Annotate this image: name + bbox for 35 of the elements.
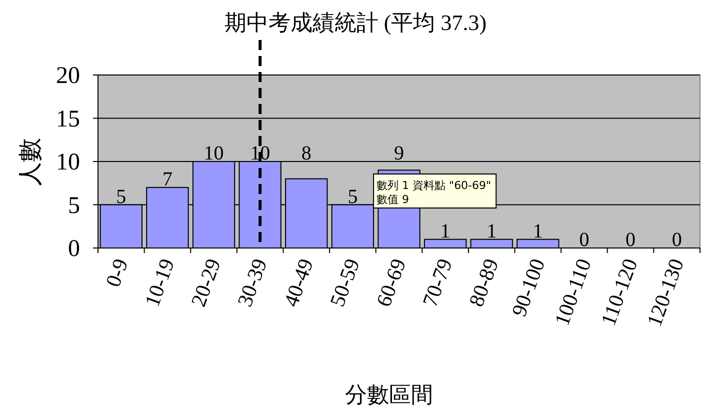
x-tick-label: 120-130 — [642, 256, 689, 330]
x-tick-label: 20-29 — [186, 256, 226, 310]
annotation: 數列 1 資料點 "60-69" 數值 9 — [376, 179, 492, 206]
data-label: 1 — [532, 220, 543, 242]
data-label: 0 — [579, 229, 590, 251]
x-tick-label: 70-79 — [418, 256, 458, 310]
x-tick-label: 110-120 — [596, 256, 642, 329]
x-tick-label: 60-69 — [371, 256, 411, 310]
x-axis-title: 分數區間 — [345, 382, 433, 407]
data-label: 1 — [486, 220, 497, 242]
x-tick-label: 30-39 — [232, 256, 272, 310]
data-label: 10 — [204, 142, 224, 164]
data-label: 9 — [394, 142, 404, 164]
data-label: 7 — [162, 168, 172, 190]
y-tick-label: 20 — [56, 63, 80, 89]
y-tick-label: 0 — [68, 236, 80, 262]
data-label: 1 — [440, 220, 450, 242]
data-label: 5 — [116, 186, 126, 208]
x-tick-label: 40-49 — [278, 256, 318, 310]
x-tick-label: 10-19 — [140, 256, 180, 310]
x-tick-label: 50-59 — [325, 256, 364, 310]
data-label: 5 — [348, 186, 358, 208]
data-label: 8 — [301, 142, 312, 164]
y-tick-label: 10 — [56, 150, 80, 176]
x-tick-label: 80-89 — [464, 256, 504, 310]
x-tick-label: 100-110 — [550, 256, 596, 329]
x-tick-label: 90-100 — [506, 256, 550, 320]
y-axis-title: 人數 — [18, 138, 44, 186]
y-tick-label: 15 — [56, 106, 80, 132]
data-label: 0 — [672, 229, 682, 251]
y-tick-label: 5 — [68, 192, 80, 219]
data-label: 0 — [626, 229, 636, 251]
data-label: 10 — [250, 142, 270, 164]
x-tick-label: 0-9 — [100, 256, 133, 290]
chart-title: 期中考成績統計 (平均 37.3) — [224, 10, 487, 35]
